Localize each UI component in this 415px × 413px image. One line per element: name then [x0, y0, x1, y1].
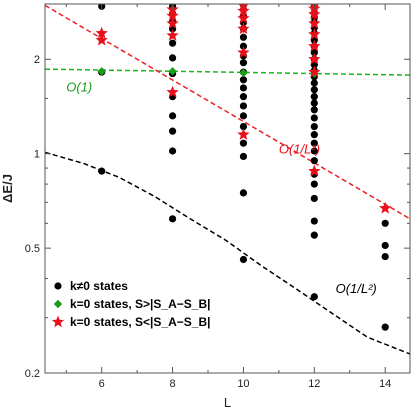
data-point-circle	[310, 99, 318, 107]
data-point-circle	[239, 76, 248, 84]
data-points	[95, 4, 392, 331]
legend-marker-circle	[54, 282, 62, 290]
x-tick-label: 10	[237, 378, 249, 390]
data-point-star	[166, 85, 179, 98]
data-point-star	[308, 164, 321, 177]
data-point-star	[308, 7, 321, 20]
data-point-circle	[310, 131, 318, 139]
data-point-star	[237, 46, 250, 58]
y-tick-label: 0.2	[25, 368, 40, 380]
data-point-circle	[239, 189, 248, 197]
data-point-star	[166, 29, 179, 41]
data-point-circle	[310, 123, 318, 131]
data-point-circle	[239, 102, 248, 110]
axis-ticks: 6 8 10 12 140.20.512	[25, 3, 410, 390]
x-tick-label: 6	[99, 378, 105, 390]
fit-line-0	[45, 68, 410, 76]
annotations: O(1) O(1/L²) O(1/L²)	[66, 79, 376, 296]
data-point-star	[237, 22, 250, 35]
data-point-star	[237, 4, 250, 17]
data-point-circle	[239, 33, 248, 41]
y-axis-label: ΔE/J	[0, 174, 15, 203]
data-point-circle	[310, 231, 318, 239]
data-point-circle	[310, 147, 318, 155]
data-point-circle	[239, 93, 248, 101]
data-point-circle	[381, 219, 389, 227]
data-point-circle	[381, 252, 389, 261]
x-tick-label: 8	[170, 378, 176, 390]
plot-frame	[44, 3, 411, 374]
data-point-circle	[239, 255, 248, 264]
x-tick-label: 12	[308, 378, 320, 390]
data-point-circle	[239, 152, 248, 161]
data-point-circle	[310, 180, 318, 188]
data-point-star	[237, 11, 250, 24]
data-point-circle	[310, 93, 318, 101]
data-point-star	[95, 33, 108, 46]
data-point-circle	[239, 139, 248, 147]
data-point-diamond	[168, 67, 177, 76]
x-axis-label: L	[224, 395, 231, 410]
data-point-circle	[310, 293, 318, 301]
data-point-star	[308, 52, 321, 65]
annotation-label: O(1/L²)	[336, 281, 377, 296]
y-tick-label: 0.5	[25, 243, 40, 255]
legend-marker-diamond	[53, 299, 63, 309]
legend-label: k≠0 states	[70, 279, 128, 293]
data-point-circle	[168, 215, 177, 223]
data-point-circle	[168, 127, 177, 135]
data-point-circle	[239, 84, 248, 92]
data-point-circle	[310, 139, 318, 147]
data-point-circle	[310, 106, 318, 114]
data-point-circle	[168, 147, 177, 155]
data-point-circle	[310, 86, 318, 94]
data-point-circle	[168, 112, 177, 120]
x-tick-label: 14	[379, 378, 391, 390]
data-point-diamond	[239, 68, 248, 78]
annotation-label: O(1/L²)	[279, 142, 320, 157]
data-point-star	[308, 27, 321, 40]
legend-marker-star	[51, 315, 65, 328]
data-point-circle	[381, 323, 389, 331]
annotation-label: O(1)	[66, 79, 92, 94]
data-point-circle	[98, 167, 106, 175]
data-point-circle	[239, 112, 248, 120]
legend-label: k=0 states, S>|S_A−S_B|	[70, 297, 210, 311]
data-point-circle	[310, 194, 318, 203]
data-point-star	[379, 201, 392, 214]
y-tick-label: 1	[34, 149, 40, 161]
data-point-star	[308, 17, 321, 29]
y-tick-label: 2	[34, 54, 40, 66]
data-point-circle	[310, 157, 318, 165]
data-point-star	[166, 9, 179, 22]
data-point-circle	[310, 79, 318, 87]
data-point-star	[308, 65, 321, 78]
data-point-circle	[239, 123, 248, 131]
fit-line-1	[45, 4, 410, 220]
fit-line-2	[45, 151, 410, 355]
data-point-star	[166, 17, 179, 29]
legend: k≠0 states k=0 states, S>|S_A−S_B| k=0 sta…	[51, 279, 210, 329]
data-point-circle	[310, 49, 318, 57]
data-point-star	[95, 26, 108, 39]
data-point-circle	[381, 241, 389, 250]
data-point-star	[237, 128, 250, 140]
data-point-circle	[239, 59, 248, 67]
data-point-star	[308, 39, 321, 52]
data-point-diamond	[97, 67, 106, 76]
fit-lines	[45, 4, 410, 355]
legend-label: k=0 states, S<|S_A−S_B|	[70, 315, 210, 329]
data-point-circle	[168, 54, 177, 62]
data-point-circle	[310, 114, 318, 122]
data-point-circle	[168, 39, 177, 47]
data-point-circle	[310, 217, 318, 225]
